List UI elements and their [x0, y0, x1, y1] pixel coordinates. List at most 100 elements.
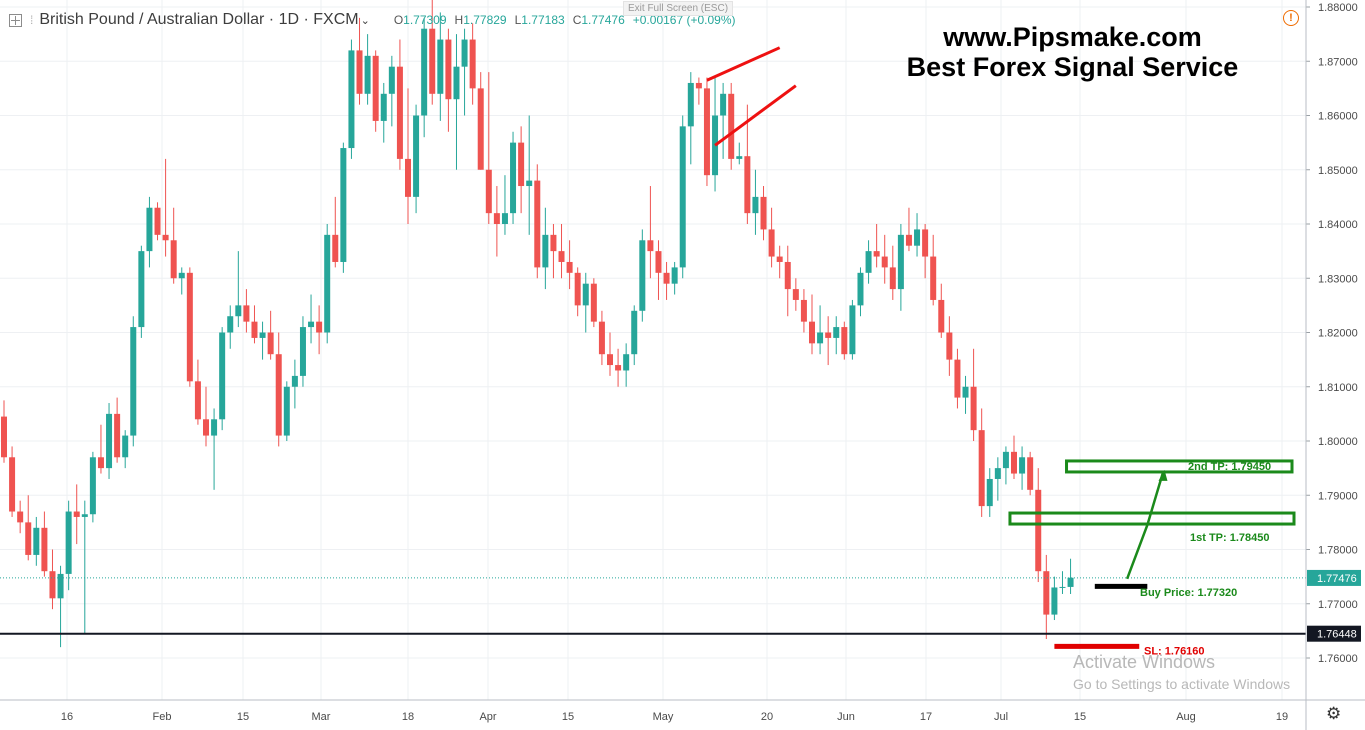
dot-separator: ·	[303, 11, 314, 28]
candle-body	[65, 511, 72, 574]
candle	[324, 224, 331, 344]
dot-separator: ·	[268, 11, 279, 28]
candle	[889, 245, 896, 300]
candle	[493, 186, 500, 257]
candle-body	[679, 126, 686, 268]
activate-windows-title: Activate Windows	[1073, 652, 1216, 672]
gear-icon[interactable]: ⚙	[1326, 704, 1342, 723]
symbol-name[interactable]: British Pound / Australian Dollar · 1D ·…	[39, 11, 358, 29]
chevron-down-icon[interactable]: ⌄	[360, 14, 370, 27]
candle-body	[154, 207, 161, 235]
candle-body	[566, 261, 573, 273]
candle-body	[760, 196, 767, 230]
candle-body	[938, 299, 945, 333]
candle-body	[1043, 571, 1050, 615]
x-tick-label: Apr	[479, 711, 496, 723]
candle-body	[695, 82, 702, 89]
candle	[542, 207, 549, 290]
candle-body	[97, 457, 104, 469]
warning-icon[interactable]: !	[1283, 10, 1299, 26]
candle-body	[841, 327, 848, 355]
candle	[283, 381, 290, 441]
candle-body	[542, 234, 549, 268]
candle	[760, 186, 767, 241]
candle-body	[421, 28, 428, 116]
candle	[695, 77, 702, 105]
candle-body	[405, 158, 411, 197]
candle-body	[178, 272, 185, 279]
candle	[647, 186, 654, 279]
candle	[1067, 558, 1074, 594]
candle-body	[809, 321, 815, 344]
candle-body	[776, 256, 783, 262]
candle-body	[364, 55, 371, 94]
candle-body	[49, 571, 56, 599]
candle-body	[986, 478, 993, 507]
candle	[825, 316, 832, 366]
candle	[1002, 446, 1009, 485]
candle	[477, 72, 484, 170]
candle	[623, 343, 630, 387]
candle	[631, 305, 638, 366]
overlays: 1.77476 1.76448 2nd TP: 1.79450 1st TP: 1.7…	[0, 46, 1361, 657]
candle-body	[623, 354, 630, 371]
y-tick-label: 1.88000	[1318, 2, 1358, 14]
y-tick-label: 1.84000	[1318, 219, 1358, 231]
y-tick-label: 1.85000	[1318, 165, 1358, 177]
candle	[663, 261, 670, 300]
candle-body	[291, 375, 298, 387]
x-tick-label: Jul	[994, 711, 1008, 723]
x-tick-label: 15	[1074, 711, 1086, 723]
legend-header: ⁞ British Pound / Australian Dollar · 1D…	[9, 9, 736, 31]
candle	[558, 224, 565, 279]
candle-body	[849, 305, 856, 355]
x-tick-label: Feb	[153, 711, 172, 723]
candle	[267, 310, 274, 360]
candle-body	[1, 416, 7, 458]
candle-body	[33, 527, 40, 555]
candle-body	[1011, 451, 1017, 474]
candle-body	[299, 327, 306, 376]
candle-body	[485, 169, 492, 214]
candle-body	[1067, 577, 1074, 587]
exit-fullscreen-button[interactable]: Exit Full Screen (ESC)	[623, 1, 734, 16]
symbol-label: British Pound / Australian Dollar	[39, 11, 265, 28]
candle-body	[251, 321, 258, 338]
plus-box-icon[interactable]	[9, 13, 22, 27]
candle-body	[194, 381, 201, 420]
close-key: C	[572, 13, 582, 27]
candle	[574, 267, 581, 317]
candle-body	[243, 305, 250, 322]
x-tick-label: 20	[761, 711, 773, 723]
candle	[251, 305, 258, 344]
candle	[49, 549, 56, 610]
change-value: +0.00167 (+0.09%)	[632, 13, 736, 27]
candle-body	[501, 213, 508, 224]
candle	[615, 348, 622, 387]
x-tick-label: Aug	[1176, 711, 1196, 723]
candle-body	[437, 39, 444, 94]
ohlc-low: L1.77183	[515, 13, 565, 27]
tp2-box	[1065, 459, 1294, 474]
candle-body	[889, 267, 896, 290]
candle-body	[219, 332, 226, 420]
grip-icon: ⁞	[30, 13, 34, 27]
brand-tagline: Best Forex Signal Service	[906, 52, 1239, 82]
candle	[259, 321, 266, 360]
x-tick-label: 17	[920, 711, 932, 723]
candle	[348, 39, 355, 159]
candle-body	[558, 251, 565, 262]
candle-body	[922, 229, 929, 257]
candle	[461, 28, 468, 116]
x-tick-label: 19	[1276, 711, 1288, 723]
candle	[429, 0, 436, 105]
y-tick-label: 1.76000	[1318, 653, 1358, 665]
candle	[687, 72, 694, 165]
last-price-tag-text: 1.77476	[1317, 573, 1357, 585]
close-value: 1.77476	[581, 13, 625, 27]
candle	[73, 484, 80, 545]
candle-body	[833, 327, 840, 338]
candle	[299, 316, 306, 387]
x-tick-label: 16	[61, 711, 73, 723]
